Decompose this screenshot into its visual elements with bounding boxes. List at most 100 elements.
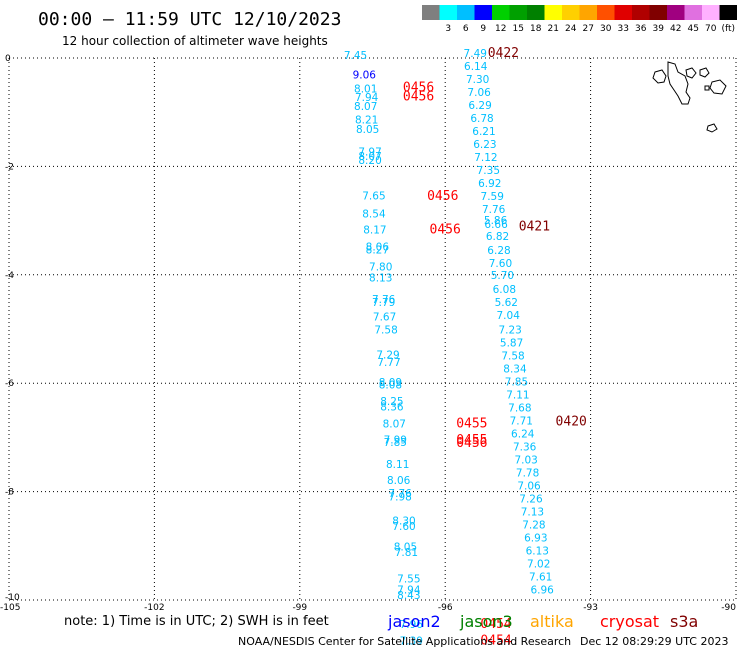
swh-value-cyan: 7.97 (358, 147, 381, 159)
swh-value-cyan: 8.07 (383, 419, 406, 431)
x-tick-label: -93 (583, 603, 598, 613)
pass-time-cryosat: 0456 (403, 81, 434, 96)
swh-value-cyan: 6.21 (472, 126, 495, 138)
swh-value-cyan: 7.99 (384, 434, 407, 446)
swh-value-cyan: 6.96 (530, 584, 554, 596)
swh-value-cyan: 7.39 (400, 635, 423, 647)
colorbar-swatch (614, 5, 632, 20)
swh-value-cyan: 8.27 (366, 245, 389, 257)
pass-time-cryosat: 0455 (456, 433, 487, 448)
pass-time-cryosat: 0456 (456, 436, 487, 451)
swh-value-cyan: 5.62 (495, 297, 518, 309)
swh-value-cyan: 8.13 (369, 272, 392, 284)
x-tick-label: -105 (0, 603, 20, 613)
axis-ticks: 0 -2 -4 -6 -8 -105 -102 -99 -96 -93 -90 -10 (0, 54, 736, 613)
swh-value-cyan: 7.11 (506, 389, 529, 401)
swh-value-cyan: 7.68 (508, 402, 531, 414)
y-tick-label: 0 (5, 54, 11, 64)
y-tick-label: -4 (5, 271, 14, 281)
colorbar-unit: (ft) (721, 24, 735, 34)
colorbar-swatch (632, 5, 650, 20)
swh-value-cyan: 8.25 (380, 396, 403, 408)
swh-value-cyan: 7.76 (388, 488, 412, 500)
swh-value-cyan: 8.17 (363, 225, 386, 237)
swh-value-cyan: 5.87 (500, 337, 523, 349)
swh-value-cyan: 7.06 (517, 480, 541, 492)
x-tick-label: -90 (721, 603, 736, 613)
swh-value-cyan: 7.79 (372, 297, 395, 309)
swh-value-cyan: 7.59 (481, 191, 504, 203)
swh-value-cyan: 7.03 (514, 454, 537, 466)
swh-value-cyan: 7.77 (377, 357, 400, 369)
y-tick-label: -8 (5, 488, 14, 498)
pass-time-cryosat: 0456 (427, 189, 458, 204)
legend-altika: altika (530, 612, 574, 631)
swh-value-cyan: 6.82 (486, 231, 509, 243)
grid-lines (8, 57, 737, 601)
colorbar-swatch (544, 5, 562, 20)
swh-value-cyan: 7.85 (505, 376, 528, 388)
swh-value-cyan: 8.20 (358, 155, 381, 167)
colorbar-label: 3 (445, 24, 451, 34)
swh-value-cyan: 7.29 (376, 349, 399, 361)
swh-value-cyan: 7.76 (482, 204, 506, 216)
color-scale-bar: 3 6 9 12 15 18 21 24 27 30 33 36 39 42 45 70 (ft) (422, 5, 737, 34)
swh-value-jason2: 9.06 (353, 70, 377, 82)
swh-value-cyan: 7.60 (392, 521, 415, 533)
swh-value-cyan: 7.96 (400, 619, 424, 631)
swh-value-cyan: 8.09 (379, 377, 402, 389)
pass-time-s3a: 0420 (556, 414, 587, 429)
swh-value-cyan: 7.23 (498, 324, 521, 336)
colorbar-label: 6 (463, 24, 469, 34)
swh-value-cyan: 8.30 (392, 516, 415, 528)
coastline-islands (652, 61, 727, 133)
swh-value-cyan: 7.55 (397, 574, 420, 586)
swh-value-cyan: 6.92 (478, 178, 501, 190)
colorbar-swatch (684, 5, 702, 20)
swh-value-cyan: 7.04 (497, 310, 521, 322)
colorbar-swatch (719, 5, 737, 20)
swh-value-cyan: 8.34 (503, 363, 527, 375)
colorbar-swatch (667, 5, 685, 20)
y-tick-label: -2 (5, 162, 14, 172)
swh-value-cyan: 7.85 (384, 437, 407, 449)
swh-value-cyan: 7.02 (527, 558, 550, 570)
swh-value-cyan: 8.43 (397, 590, 420, 602)
colorbar-label: 33 (618, 24, 629, 34)
colorbar-label: 27 (583, 24, 594, 34)
colorbar-swatch (509, 5, 527, 20)
swh-value-cyan: 7.06 (467, 87, 491, 99)
colorbar-swatch (492, 5, 510, 20)
pass-time-cryosat: 0455 (456, 417, 487, 432)
swh-value-cyan: 6.66 (484, 219, 508, 231)
swh-value-cyan: 6.24 (511, 428, 535, 440)
x-tick-label: -102 (144, 603, 164, 613)
swh-value-cyan: 7.36 (513, 441, 537, 453)
swh-value-cyan: 6.23 (473, 139, 496, 151)
swh-value-cyan: 7.35 (477, 165, 500, 177)
swh-value-cyan: 7.61 (529, 571, 552, 583)
colorbar-label: 30 (600, 24, 612, 34)
colorbar-label: 45 (688, 24, 699, 34)
colorbar-swatch (457, 5, 475, 20)
swh-value-cyan: 6.29 (468, 100, 491, 112)
chart-title: 00:00 — 11:59 UTC 12/10/2023 (38, 9, 341, 30)
swh-value-cyan: 7.94 (397, 584, 421, 596)
units-note: note: 1) Time is in UTC; 2) SWH is in fe… (64, 614, 329, 629)
colorbar-swatch (422, 5, 440, 20)
satellite-legend: jason2 jason3 altika cryosat s3a (387, 612, 698, 631)
colorbar-label: 15 (513, 24, 524, 34)
swh-value-cyan: 6.14 (464, 61, 488, 73)
legend-jason2: jason2 (387, 612, 441, 631)
swh-value-cyan: 8.07 (358, 151, 381, 163)
colorbar-label: 36 (635, 24, 647, 34)
swh-value-cyan: 7.58 (501, 350, 524, 362)
x-tick-label: -99 (292, 603, 307, 613)
y-tick-label: -6 (5, 379, 14, 389)
swh-value-cyan: 8.06 (387, 475, 411, 487)
colorbar-label: 24 (565, 24, 577, 34)
swh-value-cyan: 5.70 (491, 270, 514, 282)
swh-values: 9.067.458.017.948.078.218.057.978.078.20… (344, 46, 587, 649)
colorbar-label: 18 (530, 24, 542, 34)
swh-value-cyan: 7.60 (489, 258, 512, 270)
